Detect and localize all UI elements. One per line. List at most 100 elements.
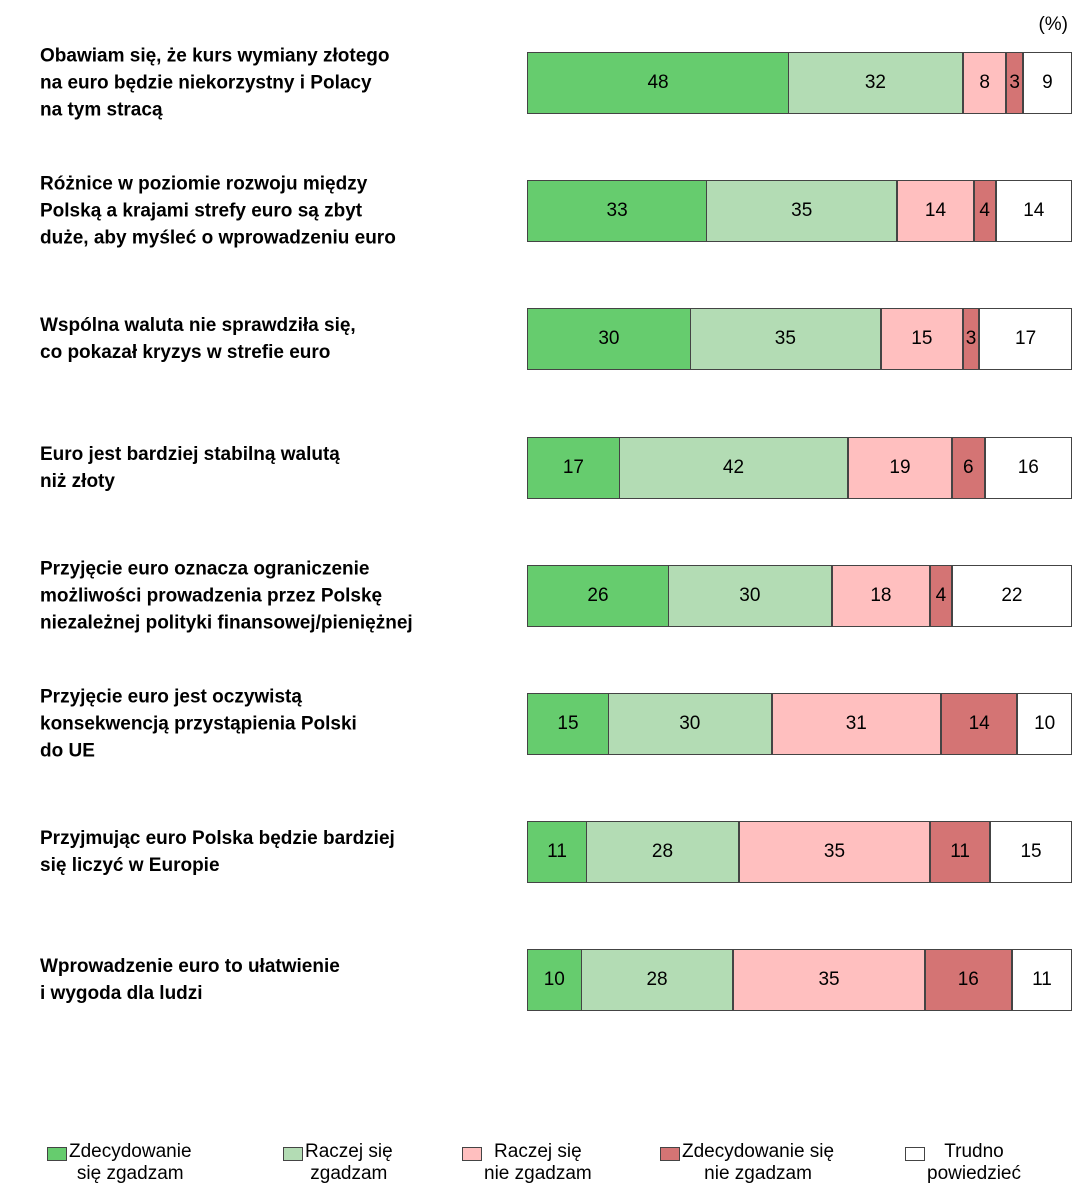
bar-segment: 18 (831, 564, 931, 627)
bar-segment: 3 (962, 308, 980, 371)
value-label: 14 (924, 200, 947, 222)
value-label: 8 (979, 72, 990, 93)
category-label: Wspólna waluta nie sprawdziła się, co po… (40, 315, 356, 364)
bar-segment: 6 (951, 436, 985, 499)
value-label: 15 (1020, 841, 1042, 863)
category-label: Różnice w poziomie rozwoju między Polską… (40, 173, 396, 249)
bar-segment: 11 (527, 821, 588, 884)
bar-segment: 19 (848, 436, 952, 499)
bar-segment: 14 (995, 180, 1072, 243)
bar-segment: 10 (527, 949, 582, 1012)
bar-segment: 33 (527, 180, 708, 243)
bar-segment: 16 (984, 436, 1072, 499)
bar-segment: 30 (527, 308, 691, 371)
legend-swatch (283, 1147, 303, 1161)
unit-label: (%) (1038, 14, 1068, 35)
value-label: 11 (547, 841, 567, 863)
bar-segment: 10 (1017, 693, 1072, 755)
bar-segment: 14 (897, 180, 974, 243)
bar-segment: 3 (1006, 52, 1023, 114)
bar-segment: 32 (788, 52, 963, 114)
legend-label: Raczej się nie zgadzam (484, 1141, 592, 1184)
value-label: 30 (739, 584, 761, 606)
legend-swatch (660, 1147, 680, 1161)
bar-segment: 26 (527, 564, 669, 627)
value-label: 30 (679, 713, 701, 734)
bar-segment: 17 (979, 308, 1072, 371)
value-label: 32 (864, 72, 886, 93)
bar-segment: 15 (990, 821, 1072, 884)
legend-swatch (47, 1147, 67, 1161)
bar-segment: 35 (738, 821, 931, 884)
value-label: 14 (1023, 200, 1045, 222)
value-label: 17 (1015, 328, 1037, 350)
legend-swatch (905, 1147, 925, 1161)
value-label: 19 (889, 456, 911, 478)
bar-segment: 35 (706, 180, 898, 243)
legend-label: Zdecydowanie się zgadzam (69, 1141, 192, 1184)
value-label: 35 (774, 328, 796, 350)
bar-segment: 30 (607, 693, 772, 755)
value-label: 35 (791, 200, 813, 222)
category-label: Przyjęcie euro jest oczywistą konsekwenc… (40, 686, 357, 762)
value-label: 15 (557, 713, 579, 734)
value-label: 3 (965, 328, 977, 350)
bar-segment: 14 (940, 693, 1018, 755)
value-label: 22 (1001, 584, 1023, 606)
bar-segment: 8 (962, 52, 1007, 114)
value-label: 35 (818, 969, 840, 991)
bar-segment: 15 (527, 693, 609, 755)
bar-segment: 48 (527, 52, 790, 114)
legend-label: Trudno powiedzieć (927, 1141, 1021, 1184)
value-label: 4 (979, 200, 990, 222)
category-label: Euro jest bardziej stabilną walutą niż z… (40, 443, 340, 492)
value-label: 30 (598, 328, 620, 350)
value-label: 18 (870, 584, 892, 606)
value-label: 14 (968, 713, 990, 734)
bar-segment: 35 (689, 308, 881, 371)
bar-segment: 28 (586, 821, 739, 884)
value-label: 31 (845, 713, 867, 734)
bar-segment: 11 (930, 821, 991, 884)
value-label: 28 (651, 841, 674, 863)
value-label: 33 (606, 200, 628, 222)
value-label: 16 (957, 969, 979, 991)
bar-segment: 15 (880, 308, 963, 371)
value-label: 11 (1032, 969, 1052, 991)
value-label: 9 (1042, 72, 1053, 93)
value-label: 16 (1017, 456, 1039, 478)
value-label: 4 (935, 584, 947, 606)
value-label: 17 (562, 456, 584, 478)
bar-segment: 4 (973, 180, 996, 243)
value-label: 10 (543, 969, 565, 991)
bar-segment: 9 (1022, 52, 1072, 114)
bar-segment: 17 (527, 436, 620, 499)
category-label: Obawiam się, że kurs wymiany złotego na … (40, 45, 390, 121)
legend-label: Raczej się zgadzam (305, 1141, 393, 1184)
bar-segment: 4 (930, 564, 952, 627)
value-label: 42 (722, 456, 745, 478)
category-label: Przyjęcie euro oznacza ograniczenie możl… (40, 558, 413, 634)
value-label: 6 (962, 456, 974, 478)
value-label: 11 (950, 841, 970, 863)
legend-swatch (462, 1147, 482, 1161)
value-label: 3 (1009, 72, 1020, 93)
bar-segment: 28 (580, 949, 734, 1012)
value-label: 35 (823, 841, 846, 863)
bar-segment: 22 (951, 564, 1072, 627)
bar-segment: 16 (924, 949, 1012, 1012)
value-label: 15 (911, 328, 933, 350)
value-label: 28 (646, 969, 668, 991)
legend-label: Zdecydowanie się nie zgadzam (682, 1141, 835, 1184)
bar-segment: 35 (733, 949, 925, 1012)
category-label: Wprowadzenie euro to ułatwienie i wygoda… (40, 956, 340, 1005)
category-label: Przyjmując euro Polska będzie bardziej s… (40, 828, 395, 877)
bar-segment: 31 (771, 693, 941, 755)
value-label: 10 (1034, 713, 1056, 734)
bar-segment: 30 (667, 564, 832, 627)
bar-segment: 42 (618, 436, 849, 499)
value-label: 48 (647, 72, 669, 93)
value-label: 26 (587, 584, 609, 606)
bar-segment: 11 (1011, 949, 1072, 1012)
